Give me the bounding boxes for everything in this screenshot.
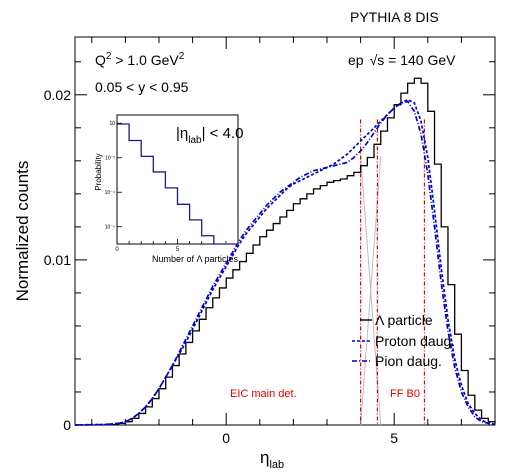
distribution-series — [74, 77, 496, 426]
main-plot-frame — [74, 36, 496, 426]
inset-y-tick-label: 10⁻² — [105, 156, 115, 162]
inset-title-main: |η — [176, 125, 188, 142]
axis-ticks: 0 5 0 0.01 0.02 — [44, 37, 496, 446]
inset-y-axis-label: Probability — [94, 153, 103, 190]
q2-cut-text: > 1.0 GeV — [111, 52, 179, 68]
series-line-0 — [75, 77, 496, 426]
inset-step-line — [117, 123, 238, 245]
x-axis-label-main: η — [260, 448, 269, 467]
sqrt-s-value: = 140 GeV — [384, 52, 456, 68]
eic-main-det-label: EIC main det. — [230, 388, 297, 400]
y-cut-annotation: 0.05 < y < 0.95 — [95, 79, 189, 95]
ff-b0-label: FF B0 — [390, 388, 420, 400]
sqrt-s-symbol: √s — [370, 52, 385, 68]
x-axis-label: ηlab — [260, 448, 284, 471]
q2-annotation: Q2 > 1.0 GeV2 — [95, 51, 185, 68]
y-tick-label: 0.02 — [44, 87, 71, 103]
inset-title-rest: | < 4.0 — [202, 125, 244, 142]
x-tick-label: 5 — [390, 430, 398, 446]
q2-unit-superscript: 2 — [179, 51, 185, 62]
acceptance-boundaries — [360, 119, 426, 426]
inset-y-tick-label: 10⁻⁴ — [105, 190, 115, 196]
inset-frame — [116, 114, 239, 245]
inset-title-sub: lab — [188, 135, 202, 146]
y-axis-label: Normalized counts — [13, 161, 32, 302]
legend-label-pion: Pion daug. — [375, 353, 442, 369]
x-tick-label: 0 — [222, 430, 230, 446]
inset-y-tick-label: 10⁻⁶ — [105, 225, 115, 231]
inset-x-axis-label: Number of Λ particles — [152, 254, 239, 264]
y-tick-label: 0 — [63, 417, 71, 433]
legend-label-proton: Proton daug. — [375, 333, 455, 349]
q2-superscript: 2 — [106, 51, 112, 62]
q2-symbol: Q — [95, 52, 106, 68]
ep-annotation: ep √s = 140 GeV — [348, 52, 456, 68]
y-tick-label: 0.01 — [44, 252, 71, 268]
legend-label-lambda: Λ particle — [375, 312, 433, 328]
inset-y-tick-label: 10 — [109, 121, 115, 127]
ep-label: ep — [348, 52, 364, 68]
inset-content: 10 10⁻² 10⁻⁴ 10⁻⁶ 0 5 — [105, 121, 239, 253]
header-title: PYTHIA 8 DIS — [350, 9, 439, 25]
inset-title: |ηlab| < 4.0 — [176, 125, 243, 146]
inset-panel: 10 10⁻² 10⁻⁴ 10⁻⁶ 0 5 |ηlab| < 4.0 Probabilit… — [94, 114, 243, 264]
series-line-2 — [74, 100, 496, 426]
legend: Λ particle Proton daug. Pion daug. — [352, 312, 455, 369]
inset-x-tick-label: 0 — [115, 247, 119, 253]
x-axis-label-sub: lab — [269, 459, 284, 471]
inset-x-tick-label: 5 — [176, 247, 180, 253]
